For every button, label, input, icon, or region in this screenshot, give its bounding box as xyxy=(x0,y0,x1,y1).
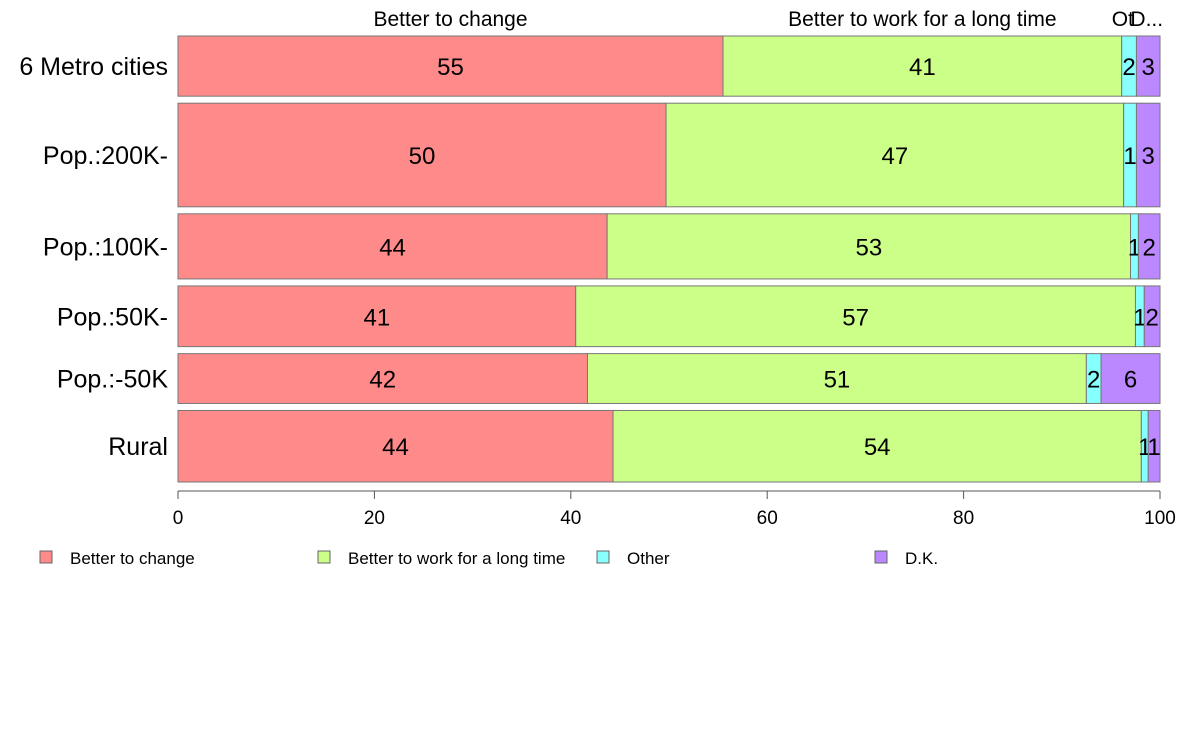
data-label: 42 xyxy=(369,367,396,394)
data-label: 44 xyxy=(379,234,406,261)
data-label: 1 xyxy=(1147,434,1160,461)
category-label: Pop.:200K- xyxy=(43,142,168,170)
category-label: Pop.:100K- xyxy=(43,233,168,261)
category-label: Pop.:50K- xyxy=(57,303,168,331)
column-headers: Better to change Better to work for a lon… xyxy=(373,8,1163,31)
bar-segment xyxy=(1147,409,1161,483)
data-label: 44 xyxy=(382,434,409,461)
legend: Better to change Better to work for a lon… xyxy=(39,549,938,568)
data-label: 1 xyxy=(1128,234,1141,261)
bar-segment xyxy=(177,285,577,348)
bar-segment xyxy=(612,409,1142,483)
category-label: Rural xyxy=(108,433,168,461)
legend-swatch xyxy=(39,550,53,564)
data-label: 2 xyxy=(1145,304,1158,331)
data-label: 3 xyxy=(1142,143,1155,170)
data-label: 47 xyxy=(882,143,909,170)
data-label: 2 xyxy=(1143,234,1156,261)
x-axis: 0 20 40 60 80 100 xyxy=(173,490,1176,529)
x-tick-label: 40 xyxy=(560,508,581,529)
x-tick-label: 20 xyxy=(364,508,385,529)
legend-item: Better to change xyxy=(39,549,195,568)
data-label: 1 xyxy=(1133,304,1146,331)
bar-segment xyxy=(722,35,1123,97)
column-header: Ot xyxy=(1112,8,1134,31)
data-label: 53 xyxy=(855,234,882,261)
bar-row: Pop.:50K- 41 57 12 xyxy=(57,285,1161,348)
bar-row: Rural 44 54 11 xyxy=(108,409,1161,483)
legend-swatch xyxy=(596,550,610,564)
legend-swatch xyxy=(874,550,888,564)
data-label: 54 xyxy=(864,434,891,461)
bar-segment xyxy=(1143,285,1161,348)
bar-segment xyxy=(177,102,667,208)
data-label: 1 xyxy=(1123,143,1136,170)
x-tick-label: 100 xyxy=(1144,508,1176,529)
legend-item: Better to work for a long time xyxy=(317,549,565,568)
bar-segment xyxy=(1100,353,1161,404)
x-tick-label: 60 xyxy=(757,508,778,529)
category-label: Pop.:-50K xyxy=(57,366,169,394)
bar-row: Pop.:200K- 50 47 1 3 xyxy=(43,102,1161,208)
data-label: 50 xyxy=(409,143,436,170)
data-label: 3 xyxy=(1142,54,1155,81)
data-label: 55 xyxy=(437,54,464,81)
column-header: Better to change xyxy=(373,8,527,31)
legend-item: D.K. xyxy=(874,549,938,568)
legend-label: Better to change xyxy=(70,549,195,568)
data-label: 2 xyxy=(1122,54,1135,81)
legend-swatch xyxy=(317,550,331,564)
bar-segment xyxy=(177,353,588,404)
data-label: 6 xyxy=(1124,367,1137,394)
data-label: 2 xyxy=(1087,367,1100,394)
legend-item: Other xyxy=(596,549,670,568)
x-tick-label: 0 xyxy=(173,508,184,529)
legend-label: Other xyxy=(627,549,670,568)
bar-row: 6 Metro cities 55 41 2 3 xyxy=(19,35,1161,97)
bar-row: Pop.:-50K 42 51 2 6 xyxy=(57,353,1161,404)
column-header: D... xyxy=(1130,8,1163,31)
data-label: 41 xyxy=(909,54,936,81)
data-label: 51 xyxy=(824,367,851,394)
bar-segment xyxy=(177,409,614,483)
legend-label: D.K. xyxy=(905,549,938,568)
bar-segment xyxy=(1135,35,1161,97)
bar-segment xyxy=(1135,102,1161,208)
bar-segment xyxy=(586,353,1087,404)
bar-row: Pop.:100K- 44 53 1 2 xyxy=(43,213,1161,280)
category-label: 6 Metro cities xyxy=(19,53,168,81)
legend-label: Better to work for a long time xyxy=(348,549,565,568)
data-label: 41 xyxy=(364,304,391,331)
bar-segment xyxy=(665,102,1125,208)
bar-segment xyxy=(1137,213,1161,280)
bar-segment xyxy=(177,213,608,280)
data-label: 57 xyxy=(842,304,869,331)
bar-segment xyxy=(575,285,1136,348)
x-tick-label: 80 xyxy=(953,508,974,529)
column-header: Better to work for a long time xyxy=(788,8,1056,31)
